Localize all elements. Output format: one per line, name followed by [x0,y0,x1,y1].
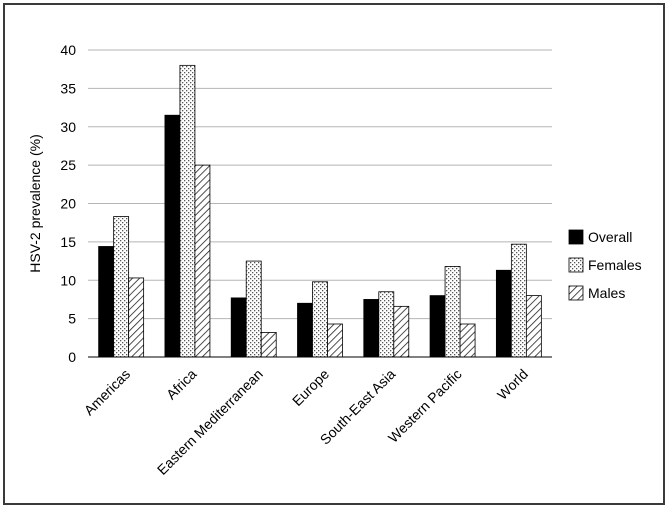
bar-overall [297,302,313,358]
bar-males [327,323,343,358]
bar-males [459,323,476,358]
bar-females [312,281,328,358]
y-tick-label: 30 [60,119,76,135]
y-tick-label: 15 [60,234,76,250]
bar-females [510,243,527,358]
x-tick-label: Europe [289,366,332,409]
bar-males [128,277,145,358]
bar-females [444,266,461,358]
legend-swatch-males [568,285,584,301]
bars [98,64,542,358]
bar-females [245,260,262,358]
bar-overall [98,246,115,358]
y-tick-label: 5 [68,311,76,327]
bar-males [393,305,410,358]
bar-females [179,64,196,358]
bar-overall [495,269,512,358]
y-tick-label: 20 [60,196,76,212]
x-tick-label: World [494,366,531,403]
legend-label-males: Males [588,285,625,301]
bar-females [113,216,130,358]
bar-overall [164,114,181,358]
y-tick-label: 10 [60,272,76,288]
y-tick-label: 25 [60,157,76,173]
bar-males [194,164,211,358]
x-tick-label: Americas [81,366,134,419]
bar-females [378,291,395,358]
x-tick-label: Africa [163,366,200,403]
bar-males [260,332,277,358]
legend-label-females: Females [588,257,642,273]
bar-overall [429,295,446,358]
bar-males [525,295,542,358]
gridlines [88,49,552,320]
legend-swatch-females [568,257,584,273]
bar-overall [363,299,380,358]
y-tick-label: 35 [60,80,76,96]
bar-overall [230,297,247,358]
y-tick-label: 40 [60,42,76,58]
legend-label-overall: Overall [588,229,632,245]
legend-swatch-overall [568,229,584,245]
y-tick-label: 0 [68,349,76,365]
y-axis-label: HSV-2 prevalence (%) [27,134,43,273]
legend: Overall Females Males [568,229,642,301]
y-axis-ticks: 0 5 10 15 20 25 30 35 40 [60,42,76,365]
